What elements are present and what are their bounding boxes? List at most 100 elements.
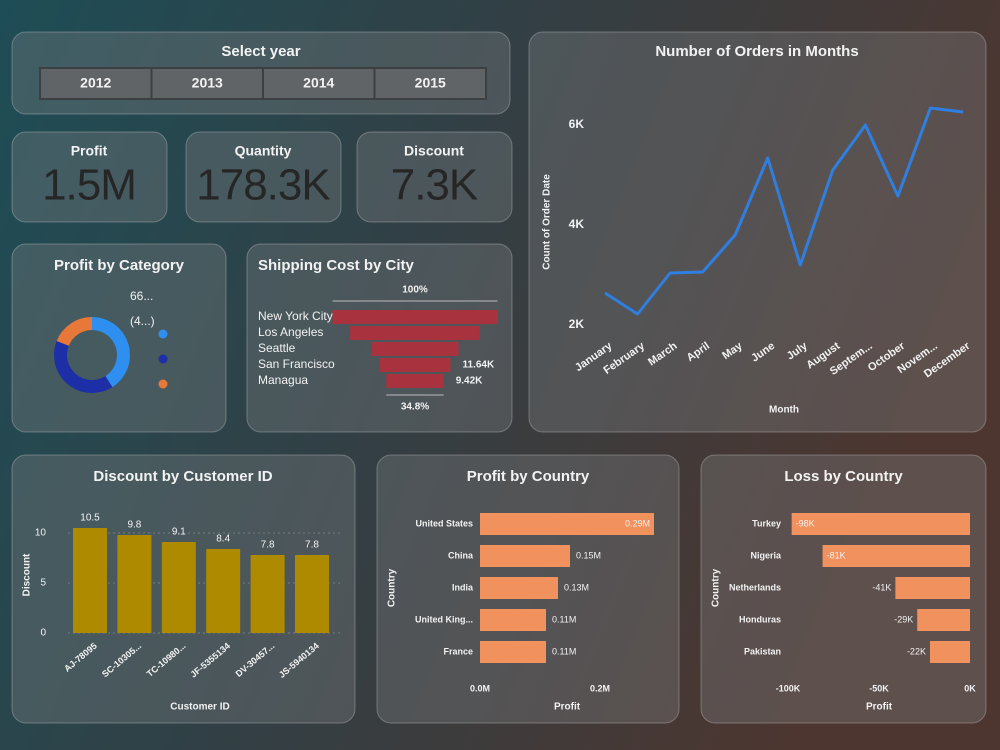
category-label: Los Angeles: [258, 325, 323, 339]
bar: [161, 542, 196, 633]
y-tick-label: 4K: [569, 217, 585, 231]
data-label: -29K: [894, 614, 913, 624]
panel-background: [528, 31, 987, 433]
category-label: India: [452, 582, 474, 592]
category-label: Honduras: [739, 614, 781, 624]
kpi-value: 7.3K: [391, 161, 478, 210]
donut-slice: [56, 317, 92, 346]
donut-chart: Profit by Category 66... (4...): [11, 243, 227, 433]
x-axis-label: Profit: [866, 702, 893, 713]
y-axis-label: Country: [711, 568, 722, 607]
line-series: [604, 106, 964, 316]
bar: [206, 549, 241, 633]
bar: [480, 641, 546, 663]
data-label: 7.8: [261, 540, 275, 551]
bar: [117, 535, 152, 633]
chart-title: Profit by Country: [467, 468, 590, 485]
bar: [929, 641, 970, 663]
data-label: 9.8: [127, 520, 141, 531]
funnel-bar: [379, 358, 451, 372]
y-axis-label: Country: [387, 568, 398, 607]
bar-chart: Discount by Customer ID 0 5 10 Discount Custo…: [11, 454, 356, 724]
year-slicer: Select year 2012 2013 2014 2015: [11, 31, 511, 115]
year-button-label[interactable]: 2012: [80, 75, 111, 91]
legend-dot: [158, 329, 168, 339]
bar: [480, 577, 558, 599]
kpi-label: Profit: [71, 143, 108, 159]
y-tick-label: 2K: [569, 317, 585, 331]
y-tick-label: 5: [40, 578, 46, 589]
bar: [250, 555, 285, 633]
kpi-card: Quantity 178.3K: [185, 131, 342, 223]
category-label: Managua: [258, 373, 308, 387]
bar: [480, 545, 570, 567]
category-label: San Francisco: [258, 357, 335, 371]
x-axis-label: Customer ID: [170, 702, 229, 713]
kpi-label: Quantity: [235, 143, 292, 159]
panel-background: [356, 131, 513, 223]
chart-title: Profit by Category: [54, 257, 185, 274]
bar: [917, 609, 970, 631]
x-axis-label: Profit: [554, 702, 581, 713]
x-tick-label: 0K: [964, 683, 976, 693]
year-button[interactable]: [39, 67, 153, 100]
data-label: 0.15M: [576, 550, 601, 560]
chart-title: Loss by Country: [784, 468, 903, 485]
category-label: United King...: [415, 614, 473, 624]
y-tick-label: 6K: [569, 117, 585, 131]
data-label: 8.4: [216, 534, 230, 545]
hbar-chart: Loss by Country -100K -50K 0K Country Profit T…: [700, 454, 987, 724]
funnel-bar: [386, 374, 444, 388]
year-button-label[interactable]: 2015: [415, 75, 446, 91]
panel-background: [185, 131, 342, 223]
data-label: 0.11M: [552, 614, 576, 624]
x-tick-label: 0.0M: [470, 683, 490, 693]
data-label: 9.42K: [456, 376, 483, 387]
x-tick-label: -100K: [776, 683, 801, 693]
category-label: Pakistan: [744, 646, 781, 656]
y-axis-label: Count of Order Date: [542, 174, 553, 270]
bar: [480, 609, 546, 631]
data-label: 0.11M: [552, 646, 576, 656]
donut-slice: [54, 341, 113, 393]
line-chart: Number of Orders in Months 2K 4K 6K Count of…: [528, 31, 987, 433]
kpi-card: Profit 1.5M: [11, 131, 168, 223]
category-label: Netherlands: [729, 582, 781, 592]
bar: [895, 577, 970, 599]
funnel-top-label: 100%: [402, 285, 428, 296]
funnel-chart: Shipping Cost by City New York City Los An…: [246, 243, 513, 433]
legend-dot: [158, 379, 168, 389]
year-button[interactable]: [373, 67, 487, 100]
data-label: -98K: [796, 518, 815, 528]
bar: [822, 545, 970, 567]
data-label: 0.13M: [564, 582, 589, 592]
hbar-chart: Profit by Country 0.0M 0.2M Country Profit Un…: [376, 454, 680, 724]
bar: [73, 528, 107, 633]
data-label: 10.5: [80, 513, 100, 524]
legend-dot: [158, 354, 168, 364]
category-label: China: [448, 550, 474, 560]
chart-title: Discount by Customer ID: [93, 468, 272, 485]
bar: [791, 513, 970, 535]
chart-title: Shipping Cost by City: [258, 257, 414, 274]
kpi-card: Discount 7.3K: [356, 131, 513, 223]
panel-background: [11, 131, 168, 223]
slicer-title: Select year: [221, 43, 300, 60]
category-label: France: [443, 646, 473, 656]
year-button-label[interactable]: 2013: [192, 75, 223, 91]
data-label: -22K: [907, 646, 926, 656]
chart-title: Number of Orders in Months: [655, 43, 858, 60]
kpi-label: Discount: [404, 143, 464, 159]
x-axis-label: Month: [769, 405, 799, 416]
funnel-bar: [371, 342, 459, 356]
data-label: 11.64K: [462, 360, 494, 371]
x-tick-label: 0.2M: [590, 683, 610, 693]
category-label: Turkey: [752, 518, 781, 528]
funnel-bar: [350, 326, 480, 340]
y-axis-label: Discount: [22, 553, 33, 596]
y-tick-label: 10: [35, 528, 47, 539]
funnel-bottom-label: 34.8%: [401, 402, 429, 413]
data-label: -81K: [827, 550, 846, 560]
year-button-label[interactable]: 2014: [303, 75, 334, 91]
